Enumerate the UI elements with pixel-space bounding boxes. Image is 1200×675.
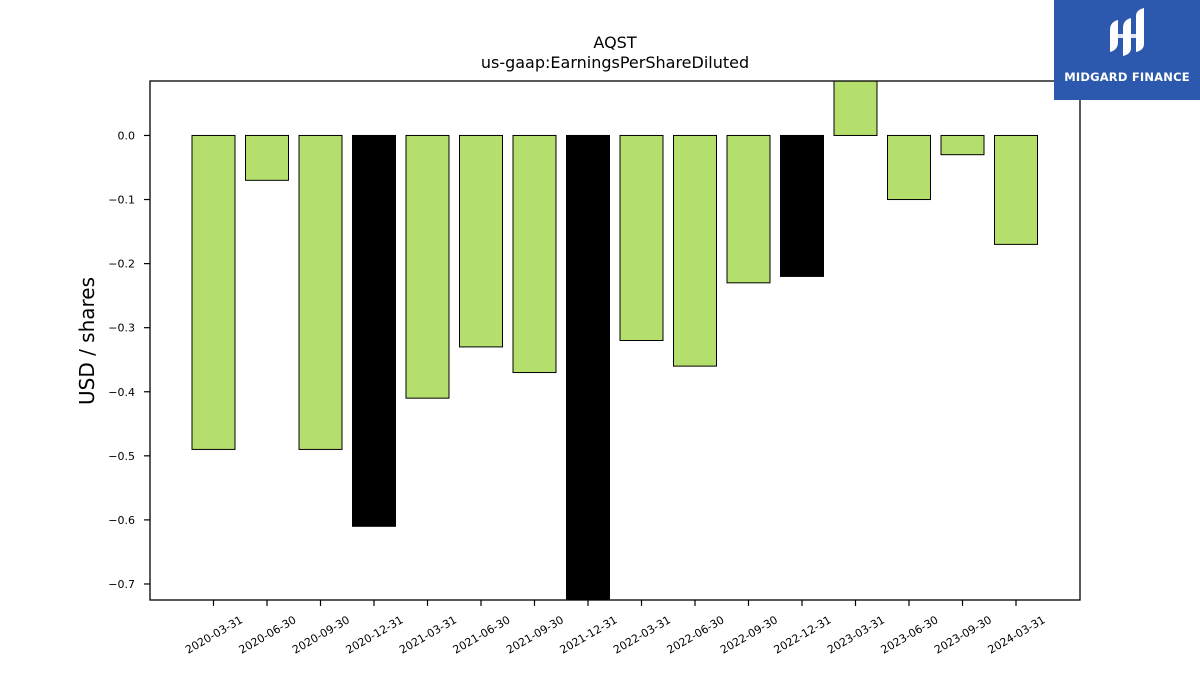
bar-2021-06-30 xyxy=(459,134,503,348)
y-tick-label: −0.4 xyxy=(108,386,135,399)
y-tick-label: −0.1 xyxy=(108,194,135,207)
chart-title: AQST xyxy=(593,33,636,52)
y-tick-label: 0.0 xyxy=(118,129,136,142)
bar-2022-12-31 xyxy=(780,134,824,277)
y-axis-ticks: 0.0 −0.1 −0.2 −0.3 −0.4 −0.5 −0.6 −0.7 xyxy=(108,129,150,591)
brand-logo: MIDGARD FINANCE xyxy=(1054,0,1200,100)
x-tick-label: 2022-03-31 xyxy=(611,613,673,656)
x-tick-label: 2021-03-31 xyxy=(397,613,459,656)
y-tick-label: −0.7 xyxy=(108,578,135,591)
brand-logo-text: MIDGARD FINANCE xyxy=(1064,70,1190,84)
y-tick-label: −0.6 xyxy=(108,514,135,527)
x-tick-label: 2023-09-30 xyxy=(932,613,994,656)
x-tick-label: 2021-06-30 xyxy=(451,613,513,656)
bar-2020-06-30 xyxy=(245,134,289,181)
bar-2020-12-31 xyxy=(352,134,396,527)
x-tick-label: 2022-09-30 xyxy=(718,613,780,656)
bar-2023-03-31 xyxy=(833,80,878,136)
bar-2020-03-31 xyxy=(191,134,236,450)
x-tick-label: 2021-09-30 xyxy=(504,613,566,656)
bar-2021-03-31 xyxy=(405,134,450,399)
bar-2023-06-30 xyxy=(887,134,931,201)
x-tick-label: 2022-06-30 xyxy=(665,613,727,656)
bar-2023-09-30 xyxy=(940,134,985,156)
x-tick-label: 2024-03-31 xyxy=(986,613,1048,656)
x-tick-label: 2020-12-31 xyxy=(344,613,406,656)
bar-2021-12-31 xyxy=(566,134,610,601)
y-tick-label: −0.5 xyxy=(108,450,135,463)
bar-2020-09-30 xyxy=(298,134,343,450)
x-tick-label: 2020-09-30 xyxy=(290,613,352,656)
y-axis-label: USD / shares xyxy=(75,277,99,405)
bar-2022-09-30 xyxy=(726,134,771,284)
bar-2024-03-31 xyxy=(994,134,1038,245)
midgard-finance-logo-icon xyxy=(1110,8,1144,56)
x-tick-label: 2021-12-31 xyxy=(558,613,620,656)
y-tick-label: −0.3 xyxy=(108,322,135,335)
y-tick-label: −0.2 xyxy=(108,258,135,271)
x-axis-ticks: 2020-03-312020-06-302020-09-302020-12-31… xyxy=(183,600,1048,657)
x-tick-label: 2023-06-30 xyxy=(879,613,941,656)
x-tick-label: 2022-12-31 xyxy=(772,613,834,656)
x-tick-label: 2020-06-30 xyxy=(237,613,299,656)
x-tick-label: 2020-03-31 xyxy=(183,613,245,656)
bar-2021-09-30 xyxy=(512,134,557,374)
bar-2022-06-30 xyxy=(673,134,717,367)
x-tick-label: 2023-03-31 xyxy=(825,613,887,656)
bars-group xyxy=(191,80,1038,601)
bar-2022-03-31 xyxy=(619,134,664,341)
chart-subtitle: us-gaap:EarningsPerShareDiluted xyxy=(481,53,749,72)
plot-frame xyxy=(149,80,1081,601)
